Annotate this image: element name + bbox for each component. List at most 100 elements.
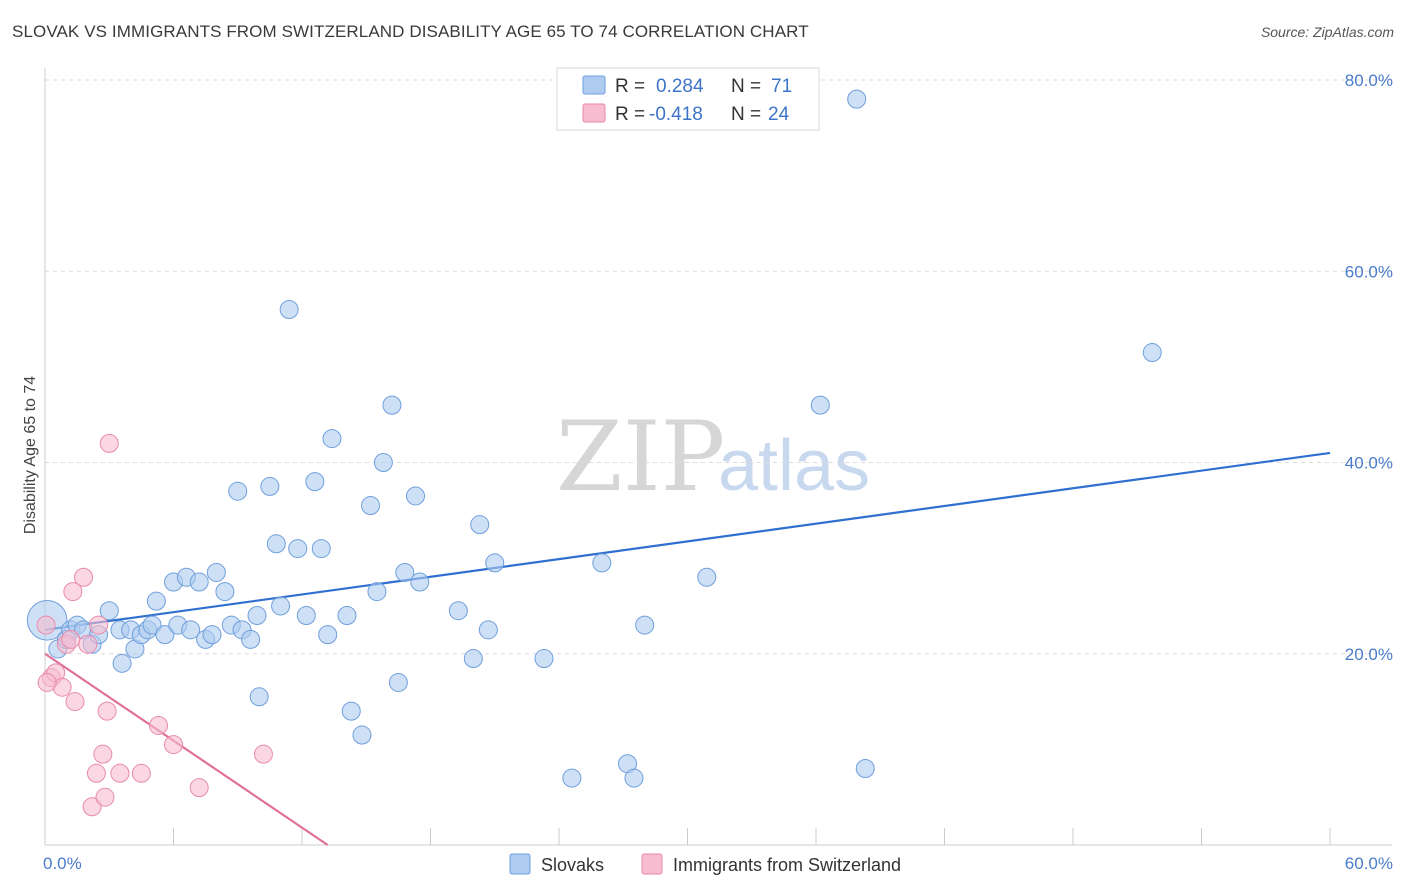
point-immigrants-20 [164, 735, 183, 755]
grid [45, 79, 1392, 655]
point-immigrants-9 [78, 634, 98, 654]
watermark-zip: ZIP [556, 401, 725, 513]
point-slovaks-61 [592, 553, 612, 573]
chart-title: SLOVAK VS IMMIGRANTS FROM SWITZERLAND DI… [12, 22, 809, 41]
point-immigrants-22 [253, 744, 273, 764]
y-tick-label-2: 60.0% [1345, 262, 1393, 281]
legend-r-label-immigrants: R = [615, 104, 645, 125]
point-slovaks-58 [485, 553, 505, 573]
legend: R = 0.284 N = 71 R = -0.418 N = 24 [556, 67, 820, 131]
point-slovaks-37 [288, 539, 308, 559]
point-slovaks-48 [373, 453, 393, 472]
point-immigrants-0 [36, 615, 56, 635]
y-tick-label-0: 20.0% [1345, 645, 1393, 664]
legend-r-value-immigrants: -0.418 [649, 104, 703, 125]
legend-r-label-slovaks: R = [615, 76, 645, 97]
point-immigrants-10 [82, 797, 102, 817]
point-slovaks-66 [810, 395, 830, 415]
legend-n-value-slovaks: 71 [771, 76, 792, 97]
point-immigrants-15 [97, 701, 117, 721]
axes [44, 68, 1392, 846]
point-slovaks-8 [99, 601, 119, 621]
point-slovaks-63 [624, 768, 644, 788]
point-slovaks-55 [463, 649, 483, 669]
legend-swatch-immigrants [582, 103, 606, 123]
point-immigrants-21 [189, 778, 209, 798]
point-immigrants-14 [95, 787, 115, 807]
bottom-legend-label-immigrants: Immigrants from Switzerland [673, 855, 901, 875]
point-slovaks-17 [155, 625, 175, 645]
point-slovaks-30 [241, 629, 261, 649]
point-slovaks-50 [388, 672, 408, 692]
point-slovaks-67 [847, 89, 867, 109]
point-slovaks-47 [367, 582, 387, 602]
point-immigrants-12 [89, 615, 109, 635]
point-slovaks-49 [382, 395, 402, 415]
tick-labels: 20.0% 40.0% 60.0% 80.0% 0.0% 60.0% [43, 71, 1393, 873]
point-slovaks-54 [448, 601, 468, 621]
data-points [26, 89, 1162, 817]
point-slovaks-35 [271, 596, 291, 616]
point-slovaks-56 [470, 515, 490, 535]
point-slovaks-43 [337, 606, 357, 625]
point-slovaks-26 [215, 582, 235, 602]
point-immigrants-16 [99, 433, 119, 453]
point-slovaks-60 [562, 768, 582, 788]
point-slovaks-46 [361, 496, 381, 516]
point-immigrants-13 [93, 744, 113, 764]
legend-swatch-slovaks [582, 75, 606, 95]
legend-n-label-immigrants: N = [731, 104, 761, 125]
y-axis-label: Disability Age 65 to 74 [22, 376, 39, 534]
point-immigrants-8 [74, 567, 94, 587]
legend-n-value-immigrants: 24 [768, 104, 790, 125]
trend-line-immigrants [44, 652, 329, 846]
point-slovaks-41 [318, 625, 338, 645]
bottom-legend: Slovaks Immigrants from Switzerland [509, 853, 901, 875]
point-slovaks-39 [305, 472, 325, 492]
bottom-legend-label-slovaks: Slovaks [541, 855, 604, 875]
point-slovaks-25 [206, 562, 226, 582]
point-slovaks-28 [228, 481, 248, 501]
point-slovaks-64 [635, 615, 655, 635]
point-immigrants-23 [37, 672, 57, 692]
point-slovaks-36 [279, 300, 299, 319]
x-tick-label-0: 0.0% [43, 854, 82, 873]
bottom-legend-swatch-immigrants [641, 853, 663, 875]
watermark-atlas: atlas [718, 426, 870, 506]
point-slovaks-69 [1142, 343, 1162, 363]
point-slovaks-44 [341, 701, 361, 721]
trend-lines [44, 451, 1331, 846]
point-immigrants-7 [65, 692, 85, 712]
point-slovaks-31 [247, 606, 267, 625]
point-slovaks-32 [249, 687, 269, 707]
point-slovaks-57 [478, 620, 498, 640]
point-immigrants-5 [61, 629, 81, 649]
point-slovaks-34 [266, 534, 286, 554]
x-tick-label-1: 60.0% [1345, 854, 1393, 873]
point-slovaks-24 [202, 625, 222, 645]
trend-line-slovaks [44, 451, 1331, 631]
point-slovaks-10 [112, 653, 132, 673]
point-slovaks-65 [697, 567, 717, 587]
point-slovaks-42 [322, 429, 342, 449]
point-immigrants-18 [131, 763, 151, 783]
point-slovaks-68 [855, 759, 875, 778]
point-slovaks-33 [260, 476, 280, 496]
point-immigrants-17 [110, 763, 130, 783]
point-slovaks-15 [142, 615, 162, 635]
legend-n-label-slovaks: N = [731, 76, 761, 97]
point-slovaks-51 [395, 562, 415, 582]
point-immigrants-6 [63, 582, 83, 602]
point-slovaks-38 [296, 606, 316, 625]
point-immigrants-11 [86, 763, 106, 783]
chart-source: Source: ZipAtlas.com [1260, 24, 1394, 40]
point-slovaks-52 [406, 486, 426, 506]
watermark: ZIP atlas [556, 401, 870, 513]
bottom-legend-swatch-slovaks [509, 853, 531, 875]
point-slovaks-59 [534, 649, 554, 669]
point-slovaks-40 [311, 539, 331, 559]
point-slovaks-22 [189, 572, 209, 592]
point-immigrants-19 [149, 715, 169, 735]
point-slovaks-21 [181, 620, 201, 640]
